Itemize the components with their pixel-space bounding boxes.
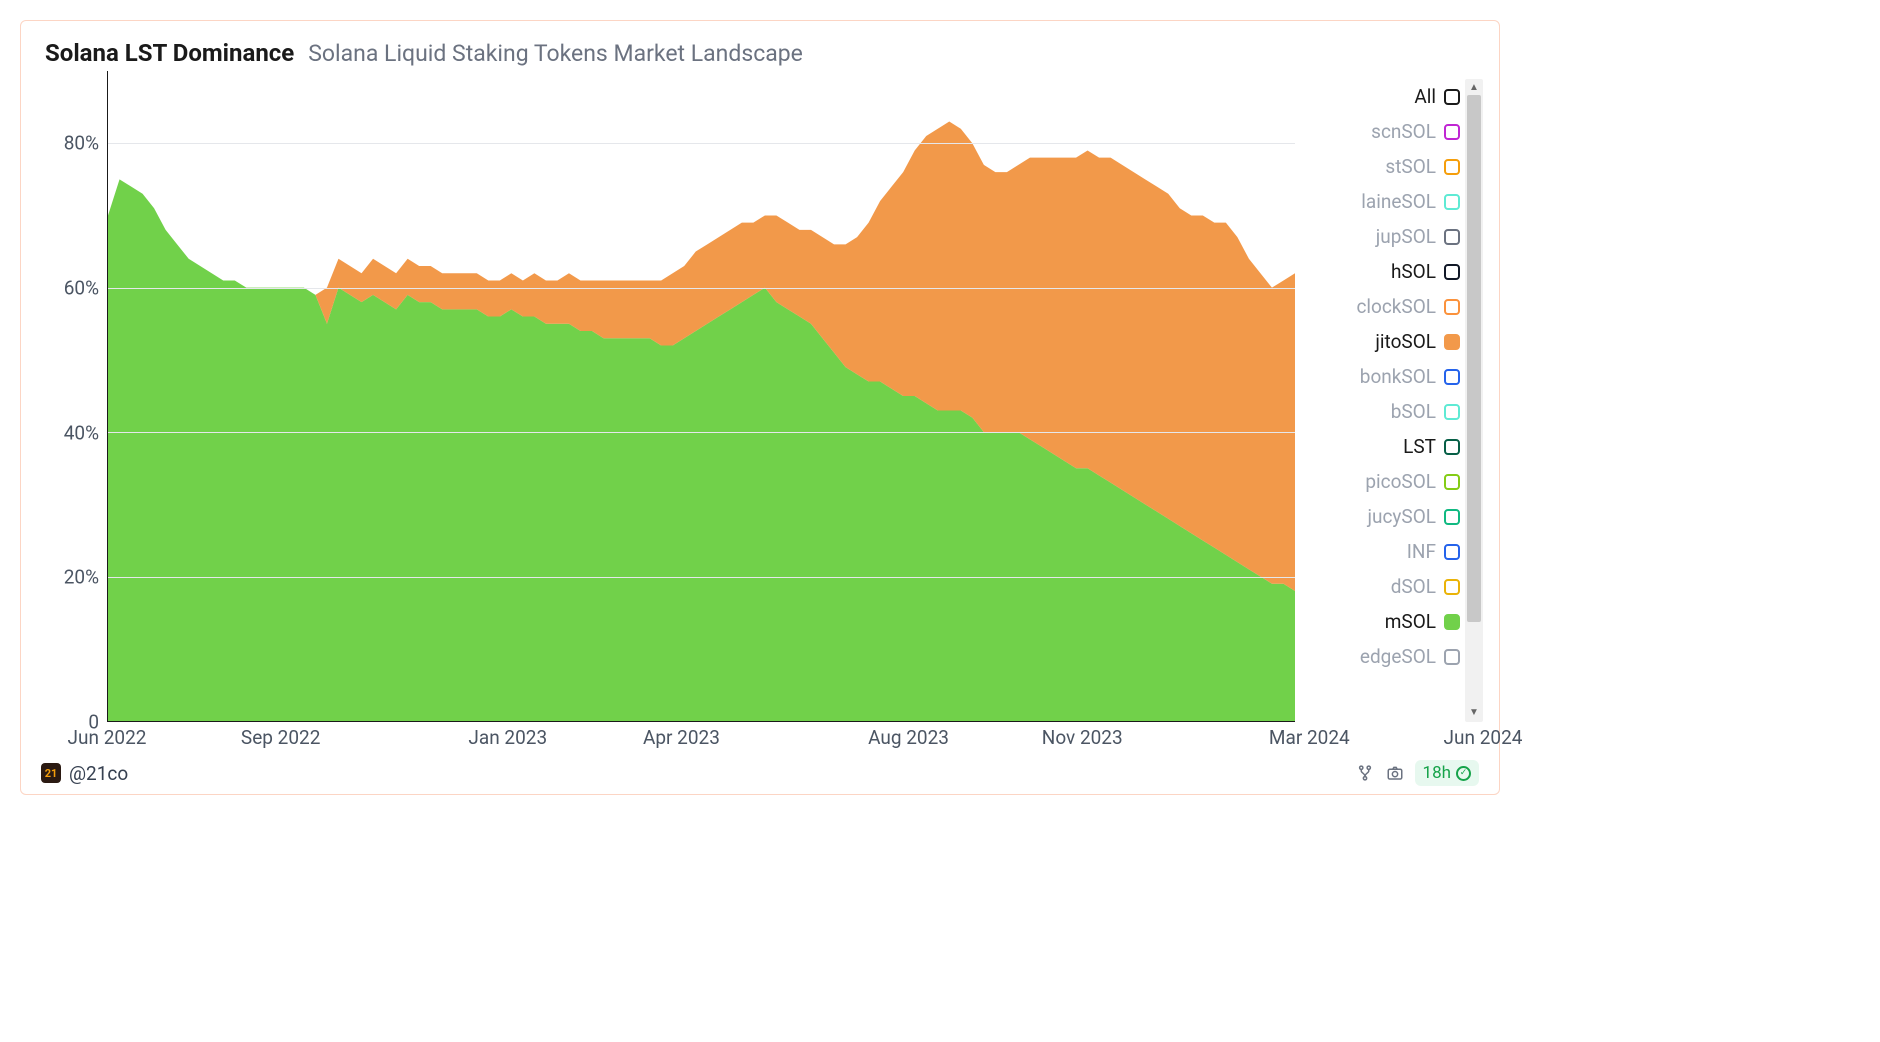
legend-label: bSOL — [1391, 400, 1436, 423]
legend-swatch — [1444, 299, 1460, 315]
legend-swatch — [1444, 649, 1460, 665]
x-tick-label: Jun 2024 — [1444, 726, 1523, 749]
y-tick-label: 60% — [64, 277, 99, 300]
gridline — [108, 577, 1295, 578]
x-tick-label: Nov 2023 — [1042, 726, 1123, 749]
legend-item-mSOL[interactable]: mSOL — [1301, 604, 1463, 639]
legend-label: laineSOL — [1361, 190, 1436, 213]
legend-item-dSOL[interactable]: dSOL — [1301, 569, 1463, 604]
gridline — [108, 432, 1295, 433]
card-footer: 21 @21co 18h ✓ — [37, 756, 1483, 786]
data-age-pill[interactable]: 18h ✓ — [1415, 760, 1479, 786]
stacked-area-svg — [108, 71, 1295, 721]
legend-swatch — [1444, 89, 1460, 105]
chart-subtitle: Solana Liquid Staking Tokens Market Land… — [308, 40, 803, 67]
legend-swatch — [1444, 334, 1460, 350]
y-tick-label: 20% — [64, 566, 99, 589]
legend-item-hSOL[interactable]: hSOL — [1301, 254, 1463, 289]
legend-swatch — [1444, 579, 1460, 595]
legend-swatch — [1444, 229, 1460, 245]
legend-swatch — [1444, 404, 1460, 420]
attribution-icon: 21 — [41, 763, 61, 783]
x-tick-label: Apr 2023 — [643, 726, 720, 749]
plot-area[interactable] — [107, 71, 1295, 722]
chart-header: Solana LST Dominance Solana Liquid Staki… — [37, 39, 1483, 67]
legend-swatch — [1444, 474, 1460, 490]
x-tick-label: Mar 2024 — [1269, 726, 1350, 749]
legend-scrollbar[interactable]: ▲ ▼ — [1465, 79, 1483, 722]
scroll-up-icon[interactable]: ▲ — [1469, 81, 1479, 95]
legend-item-INF[interactable]: INF — [1301, 534, 1463, 569]
data-age-label: 18h — [1423, 763, 1451, 783]
legend-item-edgeSOL[interactable]: edgeSOL — [1301, 639, 1463, 674]
legend-list: All scnSOL stSOL laineSOL jupSOL hSOL clockSOL… — [1301, 79, 1463, 722]
legend: All scnSOL stSOL laineSOL jupSOL hSOL clockSOL… — [1301, 71, 1483, 722]
legend-item-jucySOL[interactable]: jucySOL — [1301, 499, 1463, 534]
legend-label: jucySOL — [1367, 505, 1436, 528]
legend-label: LST — [1403, 435, 1436, 458]
x-tick-label: Jun 2022 — [68, 726, 147, 749]
legend-label: dSOL — [1391, 575, 1436, 598]
y-tick-label: 40% — [64, 421, 99, 444]
legend-item-jitoSOL[interactable]: jitoSOL — [1301, 324, 1463, 359]
scrollbar-thumb[interactable] — [1467, 95, 1481, 622]
legend-item-laineSOL[interactable]: laineSOL — [1301, 184, 1463, 219]
legend-item-stSOL[interactable]: stSOL — [1301, 149, 1463, 184]
x-tick-label: Sep 2022 — [241, 726, 320, 749]
legend-label: picoSOL — [1365, 470, 1436, 493]
attribution[interactable]: 21 @21co — [41, 762, 128, 785]
legend-item-All[interactable]: All — [1301, 79, 1463, 114]
check-icon: ✓ — [1456, 766, 1471, 781]
gridline — [108, 143, 1295, 144]
legend-swatch — [1444, 159, 1460, 175]
chart-area: 020%40%60%80% — [37, 71, 1295, 722]
legend-swatch — [1444, 509, 1460, 525]
legend-label: clockSOL — [1356, 295, 1436, 318]
footer-tools: 18h ✓ — [1355, 760, 1479, 786]
legend-item-picoSOL[interactable]: picoSOL — [1301, 464, 1463, 499]
chart-body: 020%40%60%80% AllscnSOLstSOLlaineSOLjupS… — [37, 71, 1483, 722]
legend-swatch — [1444, 439, 1460, 455]
legend-label: scnSOL — [1371, 120, 1436, 143]
legend-label: INF — [1407, 540, 1436, 563]
legend-label: edgeSOL — [1360, 645, 1436, 668]
legend-item-jupSOL[interactable]: jupSOL — [1301, 219, 1463, 254]
legend-label: stSOL — [1385, 155, 1436, 178]
scroll-down-icon[interactable]: ▼ — [1469, 706, 1479, 720]
legend-item-LST[interactable]: LST — [1301, 429, 1463, 464]
legend-label: bonkSOL — [1360, 365, 1436, 388]
y-tick-label: 80% — [64, 132, 99, 155]
legend-label: jupSOL — [1376, 225, 1436, 248]
legend-item-bonkSOL[interactable]: bonkSOL — [1301, 359, 1463, 394]
legend-swatch — [1444, 614, 1460, 630]
fork-icon[interactable] — [1355, 763, 1375, 783]
legend-label: jitoSOL — [1375, 330, 1436, 353]
x-tick-label: Aug 2023 — [868, 726, 949, 749]
legend-item-clockSOL[interactable]: clockSOL — [1301, 289, 1463, 324]
legend-label: mSOL — [1385, 610, 1436, 633]
y-axis: 020%40%60%80% — [37, 71, 107, 722]
legend-swatch — [1444, 544, 1460, 560]
x-tick-label: Jan 2023 — [468, 726, 547, 749]
legend-swatch — [1444, 124, 1460, 140]
camera-icon[interactable] — [1385, 763, 1405, 783]
chart-card: Solana LST Dominance Solana Liquid Staki… — [20, 20, 1500, 795]
x-axis: Jun 2022Sep 2022Jan 2023Apr 2023Aug 2023… — [107, 722, 1483, 756]
legend-item-bSOL[interactable]: bSOL — [1301, 394, 1463, 429]
legend-swatch — [1444, 369, 1460, 385]
attribution-handle: @21co — [69, 762, 128, 785]
legend-label: All — [1414, 85, 1436, 108]
legend-swatch — [1444, 264, 1460, 280]
chart-title: Solana LST Dominance — [45, 39, 294, 67]
gridline — [108, 288, 1295, 289]
legend-item-scnSOL[interactable]: scnSOL — [1301, 114, 1463, 149]
legend-label: hSOL — [1391, 260, 1436, 283]
legend-swatch — [1444, 194, 1460, 210]
